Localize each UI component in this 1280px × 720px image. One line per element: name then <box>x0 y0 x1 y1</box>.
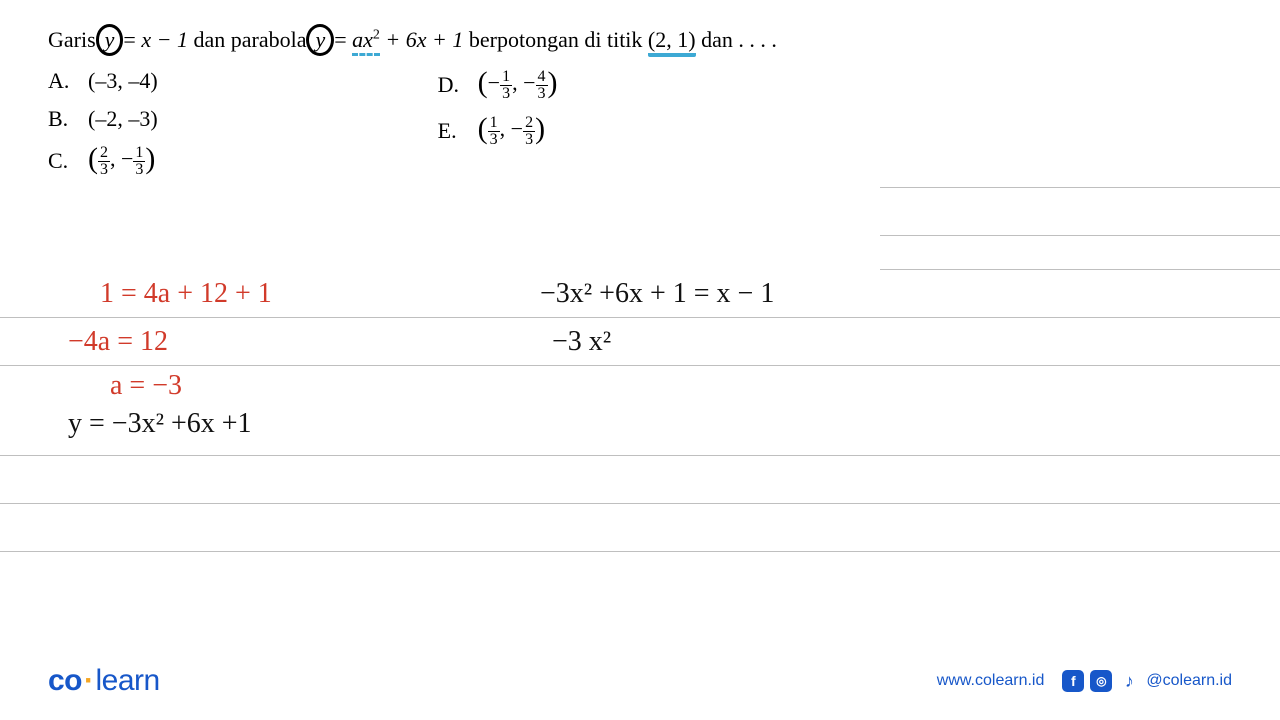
footer-handle: @colearn.id <box>1146 672 1232 690</box>
hand-l2-left: −4a = 12 <box>68 326 168 358</box>
option-e-value: (13, −23) <box>478 114 545 148</box>
logo-learn: learn <box>96 664 160 697</box>
hand-l4-left: y = −3x² +6x +1 <box>68 408 252 440</box>
dan-dots: dan . . . . <box>696 27 777 52</box>
option-b-label: B. <box>48 106 74 132</box>
option-b: B. (–2, –3) <box>48 106 158 132</box>
footer-url: www.colearn.id <box>937 672 1045 690</box>
option-c-label: C. <box>48 148 74 174</box>
under-ax2: ax2 <box>352 27 380 56</box>
hand-l1-right: −3x² +6x + 1 = x − 1 <box>540 278 774 310</box>
option-d-label: D. <box>438 72 464 98</box>
question-text: Garisy= x − 1 dan parabola y = ax2 + 6x … <box>48 24 1232 56</box>
hand-l1-left: 1 = 4a + 12 + 1 <box>100 278 272 310</box>
lined-paper-area: 1 = 4a + 12 + 1 −3x² +6x + 1 = x − 1 −4a… <box>0 270 1280 600</box>
eq-2: = <box>334 27 352 52</box>
facebook-icon: f <box>1062 670 1084 692</box>
option-b-value: (–2, –3) <box>88 106 158 132</box>
text-dan-parabola: dan parabola <box>188 27 307 52</box>
option-e: E. (13, −23) <box>438 114 558 148</box>
footer: co·learn www.colearn.id f ◎ ♪ @colearn.i… <box>48 664 1232 698</box>
tiktok-icon: ♪ <box>1118 670 1140 692</box>
option-d: D. (−13, −43) <box>438 68 558 102</box>
circled-y-2: y <box>306 24 334 56</box>
option-a-label: A. <box>48 68 74 94</box>
eq-1: = <box>123 27 141 52</box>
option-d-value: (−13, −43) <box>478 68 558 102</box>
circled-y-1: y <box>96 24 124 56</box>
option-a-value: (–3, –4) <box>88 68 158 94</box>
hand-l3-left: a = −3 <box>110 370 182 402</box>
logo-dot-icon: · <box>82 664 96 697</box>
hand-l2-right: −3 x² <box>552 326 611 358</box>
option-e-label: E. <box>438 118 464 144</box>
option-a: A. (–3, –4) <box>48 68 158 94</box>
instagram-icon: ◎ <box>1090 670 1112 692</box>
logo: co·learn <box>48 664 160 698</box>
text-garis: Garis <box>48 27 96 52</box>
plus-6x-1: + 6x + 1 <box>380 27 463 52</box>
option-c: C. (23, −13) <box>48 144 158 178</box>
text-berpotongan: berpotongan di titik <box>463 27 648 52</box>
x-minus-1: x − 1 <box>141 27 188 52</box>
social-icons: f ◎ ♪ @colearn.id <box>1062 670 1232 692</box>
logo-co: co <box>48 664 82 697</box>
option-c-value: (23, −13) <box>88 144 155 178</box>
point-2-1: (2, 1) <box>648 27 696 57</box>
